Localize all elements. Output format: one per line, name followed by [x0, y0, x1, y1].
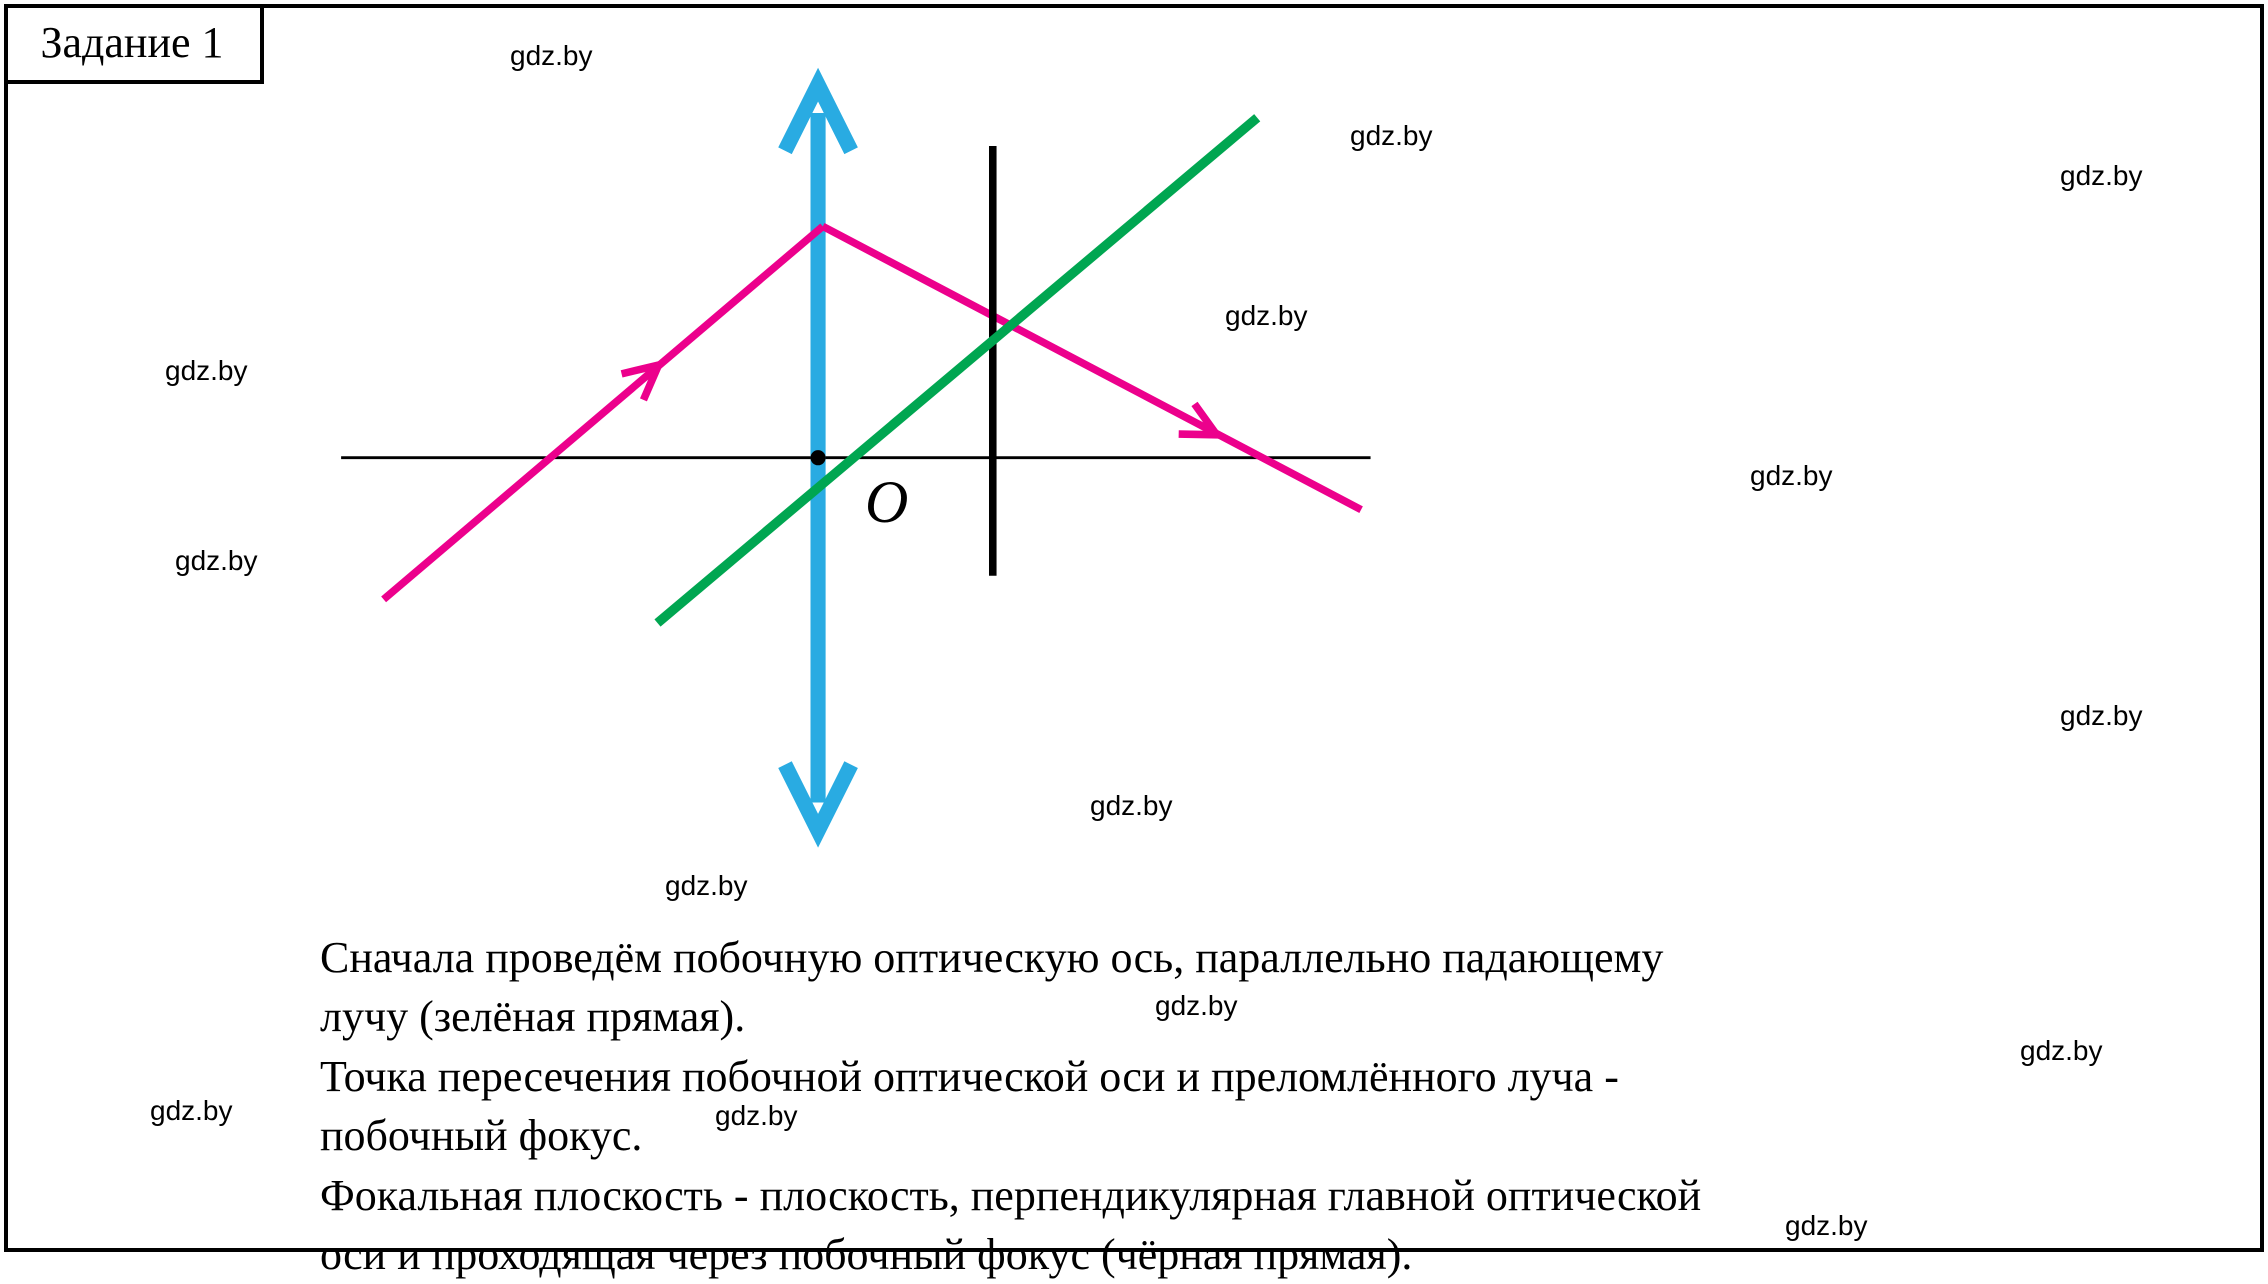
text-line-1: Сначала проведём побочную оптическую ось…	[320, 928, 2220, 987]
text-line-5: Фокальная плоскость - плоскость, перпенд…	[320, 1166, 2220, 1225]
center-label: O	[865, 468, 908, 537]
text-line-6: оси и проходящая через побочный фокус (ч…	[320, 1225, 2220, 1284]
lens-center-dot	[811, 450, 826, 465]
task-header-cell: Задание 1	[4, 4, 264, 84]
text-line-2: лучу (зелёная прямая).	[320, 987, 2220, 1046]
task-title: Задание 1	[40, 17, 223, 68]
optics-diagram	[270, 28, 1470, 878]
text-line-4: побочный фокус.	[320, 1106, 2220, 1165]
content-area: O Сначала проведём побочную оптическую о…	[270, 8, 2260, 1248]
secondary-optical-axis	[658, 118, 1258, 623]
text-line-3: Точка пересечения побочной оптической ос…	[320, 1047, 2220, 1106]
explanation-text: Сначала проведём побочную оптическую ось…	[320, 928, 2220, 1284]
